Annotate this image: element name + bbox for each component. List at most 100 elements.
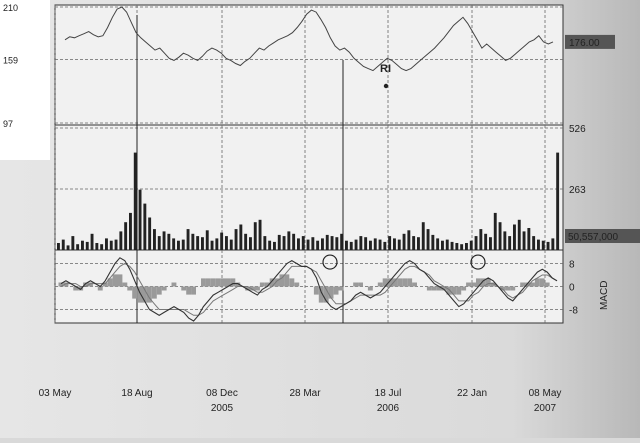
macd-histogram-bar <box>456 286 462 295</box>
volume-last-value: 50,557,000 <box>568 232 618 243</box>
volume-bar <box>148 217 152 250</box>
volume-bar <box>364 237 368 250</box>
price-line <box>64 6 554 72</box>
x-tick-label: 18 Jul <box>375 388 402 399</box>
macd-histogram-bar <box>377 282 383 287</box>
macd-histogram-bar <box>284 274 290 287</box>
macd-histogram-bar <box>255 286 260 291</box>
macd-tick-label: -8 <box>569 306 578 317</box>
macd-histogram-bar <box>525 282 530 287</box>
volume-bar <box>335 237 339 250</box>
macd-histogram-bar <box>122 282 128 287</box>
volume-bar <box>186 229 190 250</box>
volume-tick-label: 263 <box>569 185 586 196</box>
volume-bar <box>421 222 425 250</box>
macd-histogram-bar <box>544 282 550 287</box>
volume-bar <box>441 240 444 250</box>
volume-bar <box>426 229 430 250</box>
volume-bar <box>205 230 209 250</box>
page-margin-tab <box>0 0 50 160</box>
macd-histogram-bar <box>127 286 133 291</box>
macd-histogram-bar <box>534 278 540 287</box>
macd-histogram-bar <box>328 286 334 299</box>
volume-last-value-box <box>565 229 640 243</box>
volume-bar <box>244 233 248 250</box>
x-year-label: 2006 <box>377 403 400 414</box>
volume-bar <box>119 231 123 250</box>
price-last-value: 176.00 <box>569 38 600 49</box>
ri-marker <box>383 83 389 89</box>
volume-bar <box>541 240 545 250</box>
volume-bar <box>508 236 512 250</box>
volume-bar <box>378 239 382 250</box>
macd-histogram-bar <box>210 278 216 287</box>
volume-bar <box>90 233 94 250</box>
axes: 210 159 97 176.00 526 263 50,557,000 8 0 -8 MACD 03… <box>3 3 640 414</box>
macd-histogram-bar <box>461 286 467 291</box>
macd-histogram-bar <box>235 282 241 287</box>
macd-histogram-bar <box>250 286 255 291</box>
macd-histogram-bar <box>225 278 231 287</box>
x-tick-label: 03 May <box>39 388 72 399</box>
volume-bar <box>436 238 440 250</box>
volume-bar <box>537 239 540 250</box>
volume-bar <box>57 243 60 250</box>
volume-bar <box>354 239 358 250</box>
macd-histogram-bar <box>102 282 108 287</box>
macd-histogram-bar <box>220 278 226 287</box>
macd-histogram-bar <box>181 286 187 291</box>
volume-bar <box>556 152 560 250</box>
volume-bar <box>383 241 387 250</box>
volume-bar <box>393 238 396 250</box>
volume-bar <box>479 229 483 250</box>
macd-histogram-bar <box>191 286 196 295</box>
macd-histogram-bar <box>471 282 476 287</box>
volume-bar <box>129 212 132 250</box>
volume-bar <box>455 243 459 250</box>
volume-bar <box>527 228 531 250</box>
macd-histogram-bar <box>402 278 408 287</box>
volume-bar <box>388 236 392 250</box>
volume-bar <box>292 233 296 250</box>
volume-bar <box>498 222 502 250</box>
ri-annotation: RI <box>380 63 391 75</box>
plot-area <box>54 4 564 324</box>
volume-bar <box>402 233 406 250</box>
macd-histogram-bar <box>539 278 545 287</box>
macd-histogram-bar <box>338 286 344 291</box>
macd-histogram-bar <box>230 278 236 287</box>
macd-histogram-bar <box>171 282 177 287</box>
peak-circle <box>470 254 486 270</box>
volume-bar <box>263 236 267 250</box>
volume-bar <box>61 239 65 250</box>
volume-bar <box>489 237 492 250</box>
volume-bar <box>316 240 320 250</box>
macd-histogram-bar <box>367 286 373 291</box>
macd-histogram-bar <box>294 282 300 287</box>
volume-bar <box>412 236 416 250</box>
macd-histogram-bar <box>201 278 206 287</box>
macd-histogram-bar <box>274 278 280 287</box>
volume-bar <box>450 241 454 250</box>
volume-bar <box>229 239 233 250</box>
macd-histogram-bar <box>446 286 452 295</box>
volume-bar <box>196 236 200 250</box>
volume-bar <box>162 231 166 250</box>
volume-bar <box>249 237 252 250</box>
macd-histogram-bar <box>151 286 157 299</box>
volume-bar <box>340 233 344 250</box>
volume-bar <box>311 237 315 250</box>
macd-histogram-bar <box>387 278 393 287</box>
volume-bar <box>191 233 195 250</box>
macd-histogram-bar <box>63 282 69 287</box>
macd-histogram-bar <box>505 286 511 291</box>
volume-bar <box>95 243 99 250</box>
volume-bar <box>517 219 521 250</box>
x-year-label: 2007 <box>534 403 557 414</box>
macd-histogram-bar <box>142 286 147 303</box>
volume-panel <box>57 152 560 250</box>
volume-tick-label: 526 <box>569 124 586 135</box>
macd-histogram-bar <box>530 282 535 287</box>
volume-bar <box>167 233 171 250</box>
